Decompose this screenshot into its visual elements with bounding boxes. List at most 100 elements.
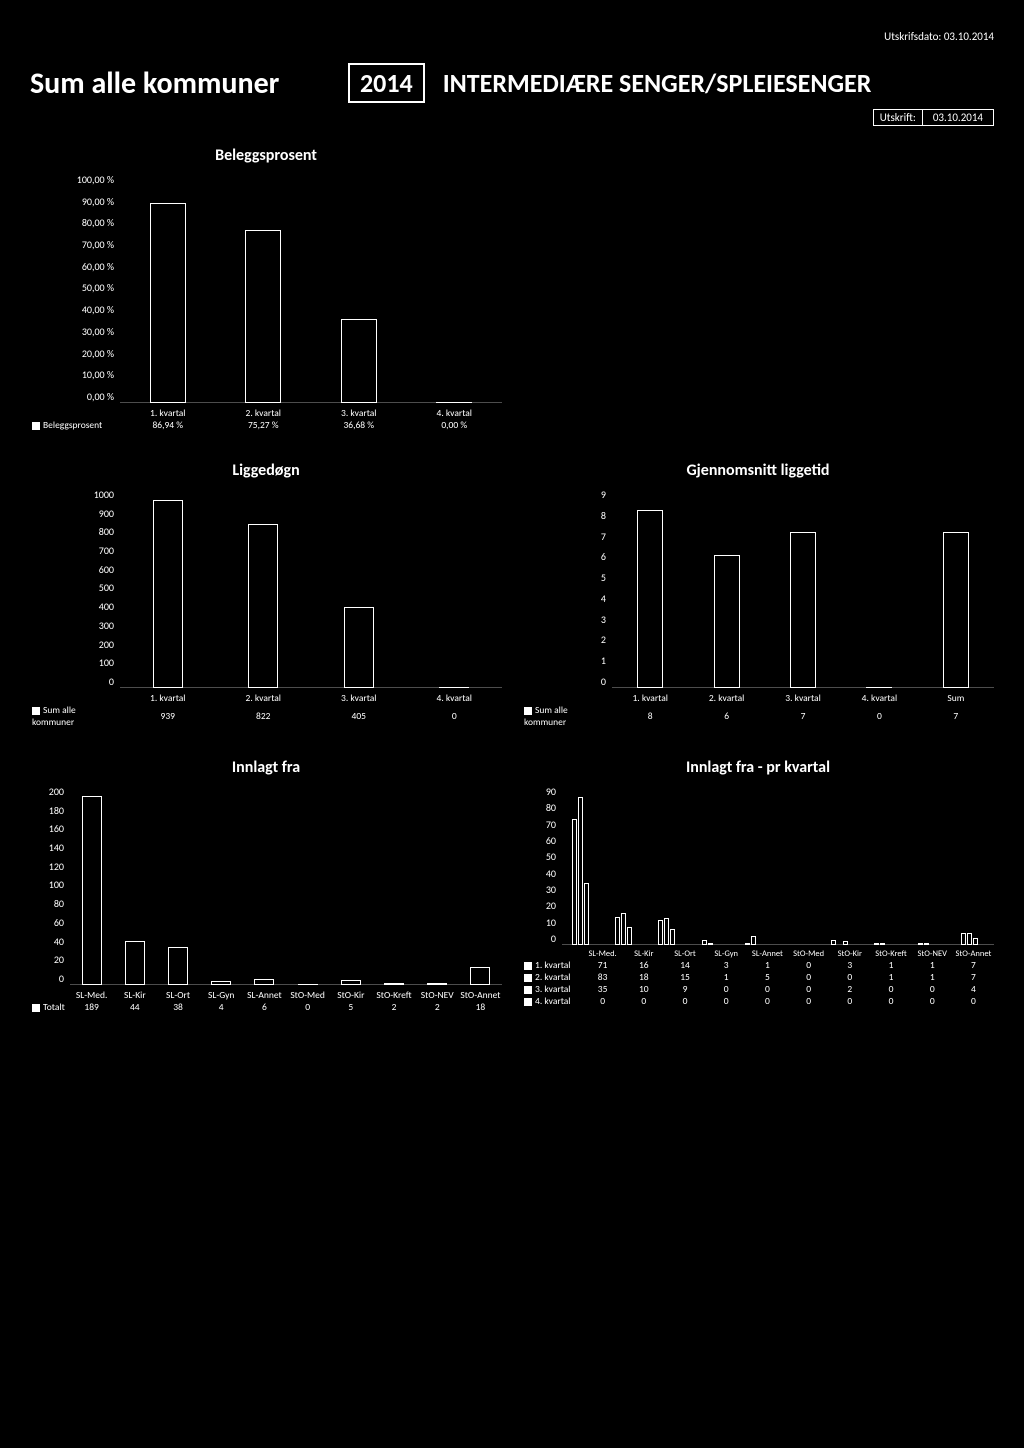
utskrift-block: Utskrift: 03.10.2014 [30,109,994,126]
category-label: StO-Annet [953,949,994,959]
value-label: 18 [459,1001,502,1013]
category-label: StO-NEV [912,949,953,959]
value-label: 0 [788,971,829,983]
chart-title: Innlagt fra [30,758,502,777]
chart-title: Beleggsprosent [30,146,502,165]
value-label: 0 [829,995,870,1007]
y-tick-label: 4 [601,592,606,605]
value-label: 6 [688,710,764,722]
value-label: 939 [120,710,216,722]
bar [831,940,836,945]
category-label: SL-Med. [70,989,113,1001]
y-tick-label: 90,00 % [82,195,114,208]
category-label: 2. kvartal [216,407,312,419]
bar [621,913,626,945]
category-label: 3. kvartal [311,692,407,704]
value-label: 0 [788,995,829,1007]
bar [714,555,740,688]
y-tick-label: 0 [109,675,114,688]
value-label: 0 [788,983,829,995]
y-tick-label: 7 [601,530,606,543]
y-tick-label: 50,00 % [82,281,114,294]
bar [254,979,274,985]
series-label: Sum alle kommuner [522,704,612,728]
y-tick-label: 200 [49,785,64,798]
value-label: 2 [372,1001,415,1013]
bar [211,981,231,985]
y-tick-label: 1 [601,654,606,667]
value-label: 1 [870,959,911,971]
value-label: 7 [765,710,841,722]
utskrift-label: Utskrift: [873,109,923,126]
bar [751,936,756,945]
y-tick-label: 1000 [94,488,114,501]
value-label: 822 [216,710,312,722]
bar [615,917,620,945]
bar [245,230,281,403]
value-label: 16 [623,959,664,971]
category-label: SL-Kir [113,989,156,1001]
value-label: 0 [841,710,917,722]
y-tick-label: 0 [601,675,606,688]
y-tick-label: 9 [601,488,606,501]
y-tick-label: 90 [546,785,556,798]
value-label: 0 [912,983,953,995]
bar [125,941,145,985]
bar [943,532,969,688]
y-tick-label: 200 [99,638,114,651]
category-label: 4. kvartal [407,407,503,419]
bar [843,941,848,945]
bar [436,402,472,403]
category-label: 1. kvartal [120,407,216,419]
bar [341,980,361,985]
value-label: 1 [912,971,953,983]
y-tick-label: 0 [59,972,64,985]
subtitle: INTERMEDIÆRE SENGER/SPLEIESENGER [443,67,872,99]
y-tick-label: 40,00 % [82,303,114,316]
y-tick-label: 60 [54,916,64,929]
bar [708,943,713,945]
category-label: StO-Kir [829,949,870,959]
category-label: Sum [918,692,994,704]
category-label: StO-Kreft [870,949,911,959]
category-label: SL-Gyn [200,989,243,1001]
y-tick-label: 800 [99,525,114,538]
bar [584,883,589,945]
y-tick-label: 5 [601,571,606,584]
bar [150,203,186,403]
series-label: Sum alle kommuner [30,704,120,728]
bar [874,943,879,945]
print-date-top: Utskrifsdato: 03.10.2014 [30,30,994,43]
bar [745,943,750,945]
y-tick-label: 700 [99,544,114,557]
y-tick-label: 900 [99,507,114,520]
value-label: 0,00 % [407,419,503,431]
category-label: 2. kvartal [216,692,312,704]
bar [790,532,816,688]
value-label: 7 [953,959,994,971]
y-tick-label: 20 [546,899,556,912]
value-label: 35 [582,983,623,995]
value-label: 0 [870,995,911,1007]
gjennomsnitt-chart: Gjennomsnitt liggetid 98765432101. kvart… [522,461,994,728]
value-label: 71 [582,959,623,971]
category-label: StO-Med [788,949,829,959]
value-label: 0 [582,995,623,1007]
value-label: 0 [747,995,788,1007]
value-label: 4 [953,983,994,995]
bar [637,510,663,688]
category-label: StO-Annet [459,989,502,1001]
liggedogn-chart: Liggedøgn 100090080070060050040030020010… [30,461,502,728]
bar [961,933,966,945]
value-label: 0 [788,959,829,971]
value-label: 0 [829,971,870,983]
y-tick-label: 10 [546,916,556,929]
y-tick-label: 8 [601,509,606,522]
bar [470,967,490,985]
category-label: 2. kvartal [688,692,764,704]
value-label: 1 [747,959,788,971]
category-label: SL-Kir [623,949,664,959]
category-label: StO-Kir [329,989,372,1001]
value-label: 14 [664,959,705,971]
category-label: SL-Med. [582,949,623,959]
